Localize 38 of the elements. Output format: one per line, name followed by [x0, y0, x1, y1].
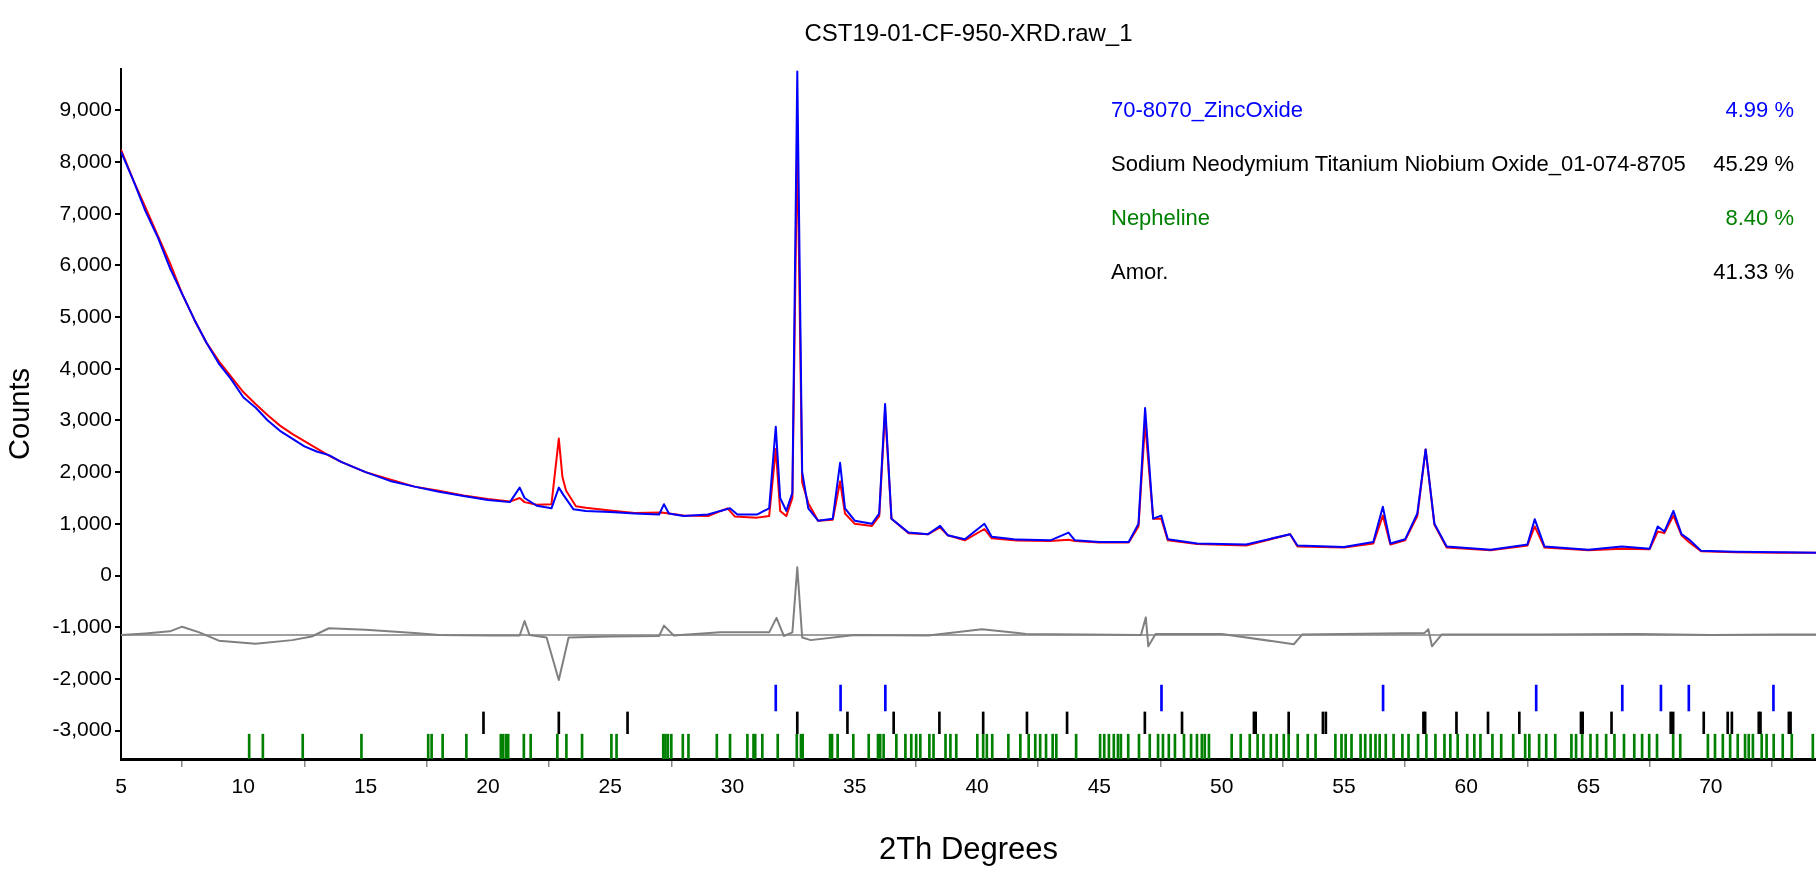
y-axis-title: Counts	[3, 368, 36, 460]
chart-title: CST19-01-CF-950-XRD.raw_1	[804, 18, 1133, 46]
y-tick-label: 1,000	[59, 510, 112, 534]
y-tick-label: 7,000	[59, 200, 112, 224]
y-tick-label: 5,000	[59, 303, 112, 327]
x-axis-title: 2Th Degrees	[878, 830, 1059, 866]
y-tick-label: -3,000	[52, 717, 112, 741]
annotation: 41.33 %	[1713, 259, 1794, 285]
y-tick-label: 8,000	[59, 148, 112, 172]
x-tick-label: 10	[231, 774, 255, 798]
x-tick-label: 55	[1332, 774, 1356, 798]
x-tick-label: 45	[1087, 774, 1112, 798]
y-tick-label: 4,000	[59, 355, 112, 379]
x-tick-label: 60	[1454, 774, 1478, 798]
y-tick-label: 3,000	[59, 407, 112, 431]
x-tick-label: 5	[115, 774, 127, 798]
x-tick-label: 40	[965, 774, 989, 798]
y-tick-label: 0	[100, 562, 112, 586]
y-tick-label: 2,000	[59, 458, 112, 482]
annotation: 4.99 %	[1725, 97, 1794, 123]
text: Nepheline	[1111, 205, 1211, 231]
annotation: Amor.	[1111, 259, 1169, 285]
annotation: 45.29 %	[1713, 151, 1794, 177]
x-tick-label: 25	[598, 774, 622, 798]
text: Sodium Neodymium Titanium Niobium Oxide_01-074-8705	[1111, 151, 1686, 177]
x-tick-label: 30	[720, 774, 745, 798]
x-tick-label: 20	[476, 774, 500, 798]
y-tick-label: -1,000	[52, 614, 112, 637]
y-tick-label: -2,000	[52, 665, 112, 689]
x-tick-label: 70	[1699, 774, 1723, 798]
y-tick-label: 6,000	[59, 252, 112, 276]
y-tick-label: 9,000	[59, 97, 112, 121]
annotation: 8.40 %	[1725, 205, 1794, 231]
x-tick-label: 50	[1209, 774, 1234, 798]
text: 70-8070_ZincOxide	[1111, 97, 1304, 123]
x-tick-label: 65	[1576, 774, 1601, 798]
x-tick-label: 35	[843, 774, 867, 798]
x-tick-label: 15	[353, 774, 378, 798]
